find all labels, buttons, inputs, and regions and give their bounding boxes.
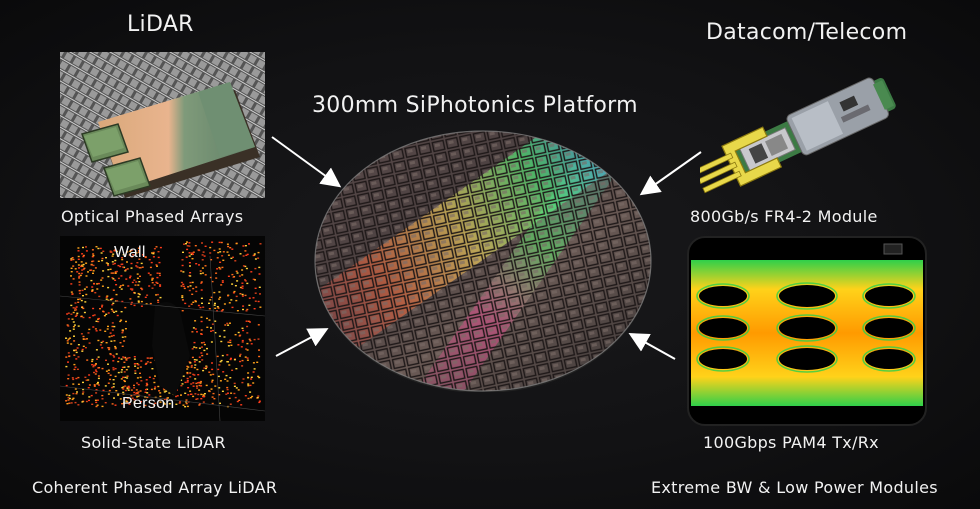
- arrow-bottom-right: [628, 333, 676, 360]
- solid-state-lidar-image: Wall Person: [60, 236, 265, 421]
- silicon-photonics-wafer-image: [314, 130, 652, 393]
- optical-phased-array-image: [60, 52, 265, 198]
- pam4-caption: 100Gbps PAM4 Tx/Rx: [703, 433, 879, 452]
- pam4-eye-diagram-image: [687, 236, 927, 426]
- datacom-telecom-heading: Datacom/Telecom: [706, 20, 908, 45]
- lidar-wall-label: Wall: [114, 244, 146, 261]
- solid-state-lidar-caption: Solid-State LiDAR: [81, 433, 226, 452]
- arrow-top-left: [271, 136, 342, 188]
- arrow-bottom-left: [275, 328, 329, 357]
- lidar-heading: LiDAR: [127, 12, 194, 37]
- platform-title: 300mm SiPhotonics Platform: [312, 93, 638, 118]
- left-footer-text: Coherent Phased Array LiDAR: [32, 478, 278, 497]
- lidar-person-label: Person: [122, 395, 175, 412]
- arrow-top-right: [639, 151, 702, 196]
- fr4-module-caption: 800Gb/s FR4-2 Module: [690, 207, 878, 226]
- right-footer-text: Extreme BW & Low Power Modules: [651, 478, 938, 497]
- fr4-module-image: [700, 70, 910, 200]
- optical-phased-arrays-caption: Optical Phased Arrays: [61, 207, 244, 226]
